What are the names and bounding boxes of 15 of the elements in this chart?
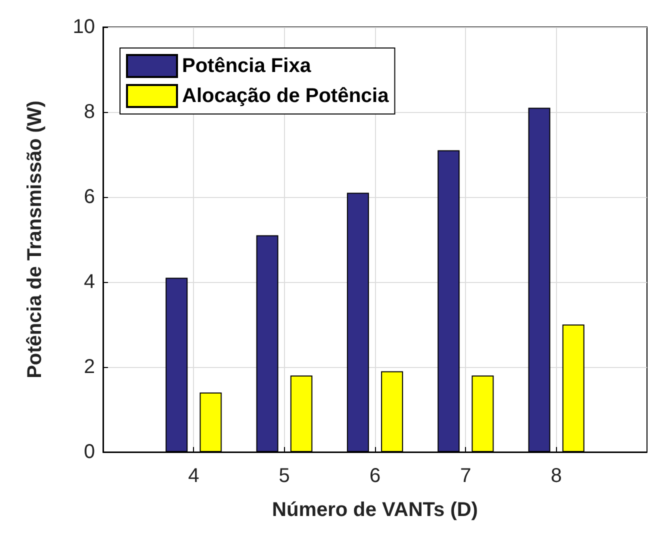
y-tick-label: 10 [72,16,95,38]
y-axis-title: Potência de Transmissão (W) [24,100,46,378]
x-tick-label: 6 [369,465,381,487]
y-tick-label: 8 [84,101,95,123]
y-tick-label: 2 [84,356,95,378]
y-tick-label: 6 [84,186,95,208]
y-tick-label: 0 [84,441,95,463]
y-tick-label: 4 [84,271,95,293]
legend-label: Potência Fixa [182,55,312,77]
x-axis-title: Número de VANTs (D) [272,499,478,521]
x-tick-label: 8 [550,465,562,487]
x-tick-label: 7 [460,465,472,487]
legend-label: Alocação de Potência [182,85,390,107]
x-tick-label: 5 [278,465,290,487]
x-tick-label: 4 [188,465,200,487]
